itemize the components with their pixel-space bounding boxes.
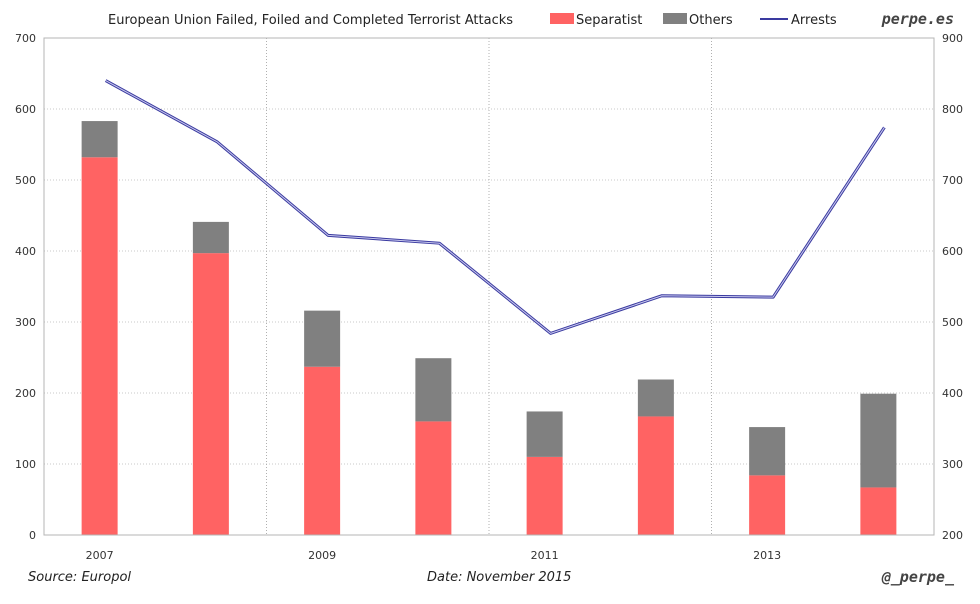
y-right-tick-label: 600 <box>942 245 963 258</box>
bar-others <box>526 411 563 457</box>
y-left-tick-label: 400 <box>15 245 36 258</box>
bar-separatist <box>526 456 563 535</box>
bar-others <box>860 393 897 488</box>
bar-others <box>415 358 452 422</box>
source-note: Source: Europol <box>28 570 131 585</box>
y-left-tick-label: 200 <box>15 387 36 400</box>
date-note: Date: November 2015 <box>427 570 571 585</box>
x-tick-label: 2011 <box>531 549 559 562</box>
legend-swatch-others <box>663 13 687 24</box>
line-arrests-highlight <box>105 80 885 334</box>
x-tick-label: 2013 <box>753 549 781 562</box>
x-tick-label: 2009 <box>308 549 336 562</box>
bar-separatist <box>192 253 229 535</box>
bar-separatist <box>81 157 118 535</box>
y-left-tick-label: 500 <box>15 174 36 187</box>
bar-others <box>749 427 786 476</box>
bar-separatist <box>860 487 897 535</box>
y-right-tick-label: 700 <box>942 174 963 187</box>
bar-separatist <box>304 366 341 535</box>
y-left-tick-label: 100 <box>15 458 36 471</box>
legend-label-separatist: Separatist <box>576 13 642 28</box>
legend-swatch-separatist <box>550 13 574 24</box>
bar-others <box>192 221 229 254</box>
bar-others <box>637 379 674 417</box>
y-left-tick-label: 600 <box>15 103 36 116</box>
y-right-tick-label: 900 <box>942 32 963 45</box>
y-left-tick-label: 300 <box>15 316 36 329</box>
legend-label-others: Others <box>689 13 733 28</box>
bar-separatist <box>749 475 786 535</box>
chart-title: European Union Failed, Foiled and Comple… <box>108 13 513 28</box>
bar-others <box>304 310 341 367</box>
y-right-tick-label: 200 <box>942 529 963 542</box>
legend-label-arrests: Arrests <box>791 13 837 28</box>
legend: Separatist Others Arrests <box>550 13 837 28</box>
y-right-tick-label: 300 <box>942 458 963 471</box>
bar-separatist <box>415 421 452 535</box>
y-left-tick-label: 700 <box>15 32 36 45</box>
twitter-handle: @_perpe_ <box>881 568 955 586</box>
y-right-tick-label: 400 <box>942 387 963 400</box>
y-right-tick-label: 500 <box>942 316 963 329</box>
site-brand: perpe.es <box>881 10 954 28</box>
y-right-tick-label: 800 <box>942 103 963 116</box>
y-left-tick-label: 0 <box>29 529 36 542</box>
bar-others <box>81 121 118 158</box>
x-tick-label: 2007 <box>86 549 114 562</box>
bar-separatist <box>637 416 674 535</box>
plot-frame <box>43 37 935 536</box>
